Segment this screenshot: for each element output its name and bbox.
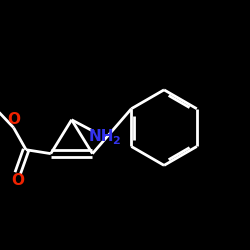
- Text: O: O: [11, 173, 24, 188]
- Text: 2: 2: [112, 136, 120, 145]
- Text: NH: NH: [89, 129, 114, 144]
- Text: O: O: [7, 112, 20, 127]
